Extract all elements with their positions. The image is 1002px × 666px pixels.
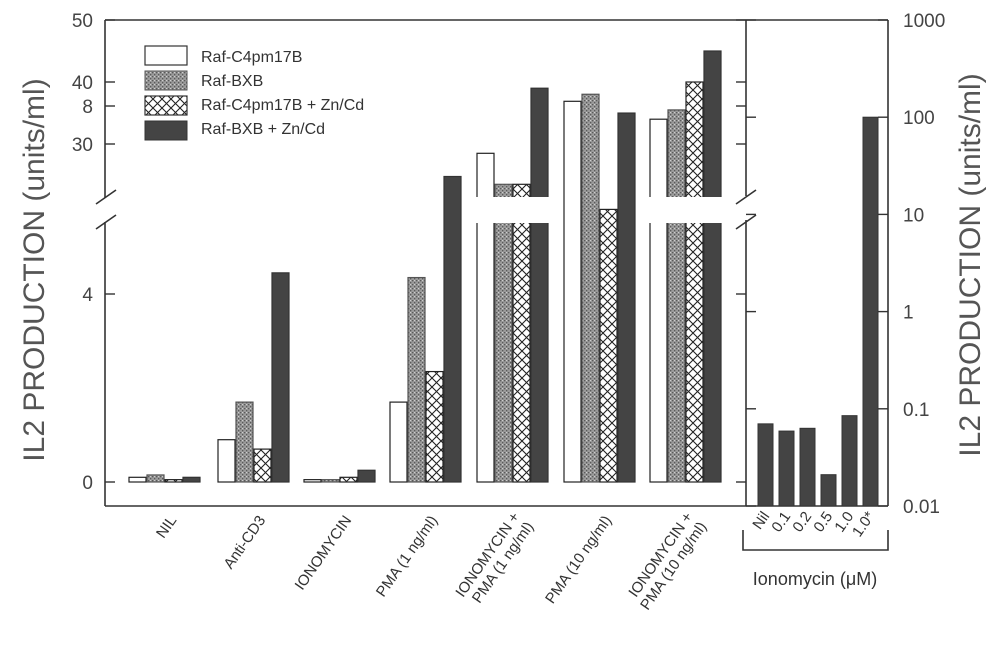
inset-y-tick-label: 10 <box>903 205 924 226</box>
bar-raf-bxb-ionomycin-pma-10-ng-ml <box>668 110 685 482</box>
legend-label-raf-bxb: Raf-BXB <box>201 73 263 90</box>
inset-bar-0-5 <box>821 475 836 506</box>
legend-label-raf-c4pm17b-zncd: Raf-C4pm17B + Zn/Cd <box>201 97 364 114</box>
bar-raf-c4pm17b-zn-cd-pma-1-ng-ml <box>426 372 443 482</box>
inset-bar-0-1 <box>779 431 794 506</box>
inset-x-axis-label: Ionomycin (μM) <box>753 569 877 589</box>
category-label-nil: NIL <box>153 513 180 542</box>
bar-raf-bxb-zn-cd-pma-10-ng-ml <box>618 113 635 482</box>
inset-category-label: Nil <box>749 509 773 533</box>
inset-bar-1-0 <box>863 117 878 506</box>
inset-category-label: 0.5 <box>810 509 836 536</box>
bar-raf-c4pm17b-zn-cd-ionomycin-pma-1-ng-ml <box>513 184 530 482</box>
legend-label-raf-c4pm17b: Raf-C4pm17B <box>201 49 302 66</box>
inset-bar-nil <box>758 424 773 506</box>
inset-y-tick-label: 100 <box>903 108 935 129</box>
bar-raf-bxb-zn-cd-ionomycin-pma-1-ng-ml <box>531 88 548 482</box>
inset-y-tick-label: 1000 <box>903 11 945 32</box>
legend-swatch-raf-c4pm17b-zncd <box>145 96 187 115</box>
inset-bar-0-2 <box>800 428 815 506</box>
category-label-pma-1-ng-ml: PMA (1 ng/ml) <box>373 513 441 601</box>
bar-raf-bxb-zn-cd-ionomycin <box>358 470 375 482</box>
main-y-tick-label: 30 <box>72 135 93 156</box>
category-label-ionomycin: IONOMYCIN <box>292 513 356 594</box>
bar-raf-bxb-zn-cd-ionomycin-pma-10-ng-ml <box>704 51 721 482</box>
category-label-ionomycin-pma-1-ng-ml: IONOMYCIN +PMA (1 ng/ml) <box>452 509 537 610</box>
bar-raf-c4pm17b-zn-cd-anti-cd3 <box>254 449 271 482</box>
bar-raf-c4pm17b-anti-cd3 <box>218 440 235 482</box>
category-label-anti-cd3: Anti-CD3 <box>220 513 269 573</box>
inset-y-tick-label: 0.1 <box>903 400 929 421</box>
bar-raf-c4pm17b-nil <box>129 477 146 482</box>
bar-raf-c4pm17b-zn-cd-ionomycin <box>340 477 357 482</box>
axis-break-mark-left-2 <box>96 215 116 229</box>
bar-raf-c4pm17b-zn-cd-nil <box>165 480 182 482</box>
bar-raf-bxb-ionomycin-pma-1-ng-ml <box>495 184 512 482</box>
bar-raf-bxb-zn-cd-anti-cd3 <box>272 273 289 482</box>
main-y-tick-label: 4 <box>82 285 93 306</box>
inset-category-label: 0.1 <box>768 509 794 536</box>
main-y-tick-label: 40 <box>72 73 93 94</box>
category-label-ionomycin-pma-10-ng-ml: IONOMYCIN +PMA (10 ng/ml) <box>623 509 710 613</box>
bar-raf-bxb-zn-cd-pma-1-ng-ml <box>444 177 461 483</box>
bar-raf-c4pm17b-zn-cd-pma-10-ng-ml <box>600 209 617 482</box>
main-y-tick-label: 8 <box>82 97 93 118</box>
inset-y-tick-label: 0.01 <box>903 497 940 518</box>
bar-raf-bxb-pma-1-ng-ml <box>408 278 425 482</box>
inset-y-axis-label: IL2 PRODUCTION (units/ml) <box>954 73 987 456</box>
legend-label-raf-bxb-zncd: Raf-BXB + Zn/Cd <box>201 121 325 138</box>
axis-break-gap <box>473 197 553 223</box>
bar-raf-bxb-ionomycin <box>322 480 339 482</box>
bar-raf-bxb-anti-cd3 <box>236 402 253 482</box>
axis-break-gap <box>646 197 726 223</box>
bar-raf-c4pm17b-pma-10-ng-ml <box>564 101 581 482</box>
bar-raf-bxb-pma-10-ng-ml <box>582 94 599 482</box>
inset-y-tick-label: 1 <box>903 303 914 324</box>
inset-bar-1-0 <box>842 416 857 506</box>
main-y-axis-label: IL2 PRODUCTION (units/ml) <box>18 78 51 461</box>
main-category-labels: NIL Anti-CD3 IONOMYCIN PMA (1 ng/ml) IONOMYC… <box>153 509 710 613</box>
legend: Raf-C4pm17B Raf-BXB Raf-C4pm17B + Zn/Cd … <box>145 46 364 140</box>
bar-raf-c4pm17b-ionomycin <box>304 480 321 482</box>
legend-swatch-raf-c4pm17b <box>145 46 187 65</box>
bar-raf-c4pm17b-zn-cd-ionomycin-pma-10-ng-ml <box>686 82 703 482</box>
axis-break-mark-left-1 <box>96 190 116 204</box>
bar-raf-c4pm17b-pma-1-ng-ml <box>390 402 407 482</box>
legend-swatch-raf-bxb-zncd <box>145 121 187 140</box>
inset-category-label: 0.2 <box>789 509 815 536</box>
bar-raf-c4pm17b-ionomycin-pma-10-ng-ml <box>650 119 667 482</box>
bar-raf-bxb-nil <box>147 475 164 482</box>
bar-raf-bxb-zn-cd-nil <box>183 477 200 482</box>
inset-bars <box>758 117 878 506</box>
main-bars <box>129 51 726 482</box>
main-y-tick-label: 50 <box>72 11 93 32</box>
category-label-pma-10-ng-ml: PMA (10 ng/ml) <box>542 513 615 607</box>
main-y-tick-label: 0 <box>82 473 93 494</box>
legend-swatch-raf-bxb <box>145 71 187 90</box>
inset-category-label: 1.0* <box>849 508 878 540</box>
